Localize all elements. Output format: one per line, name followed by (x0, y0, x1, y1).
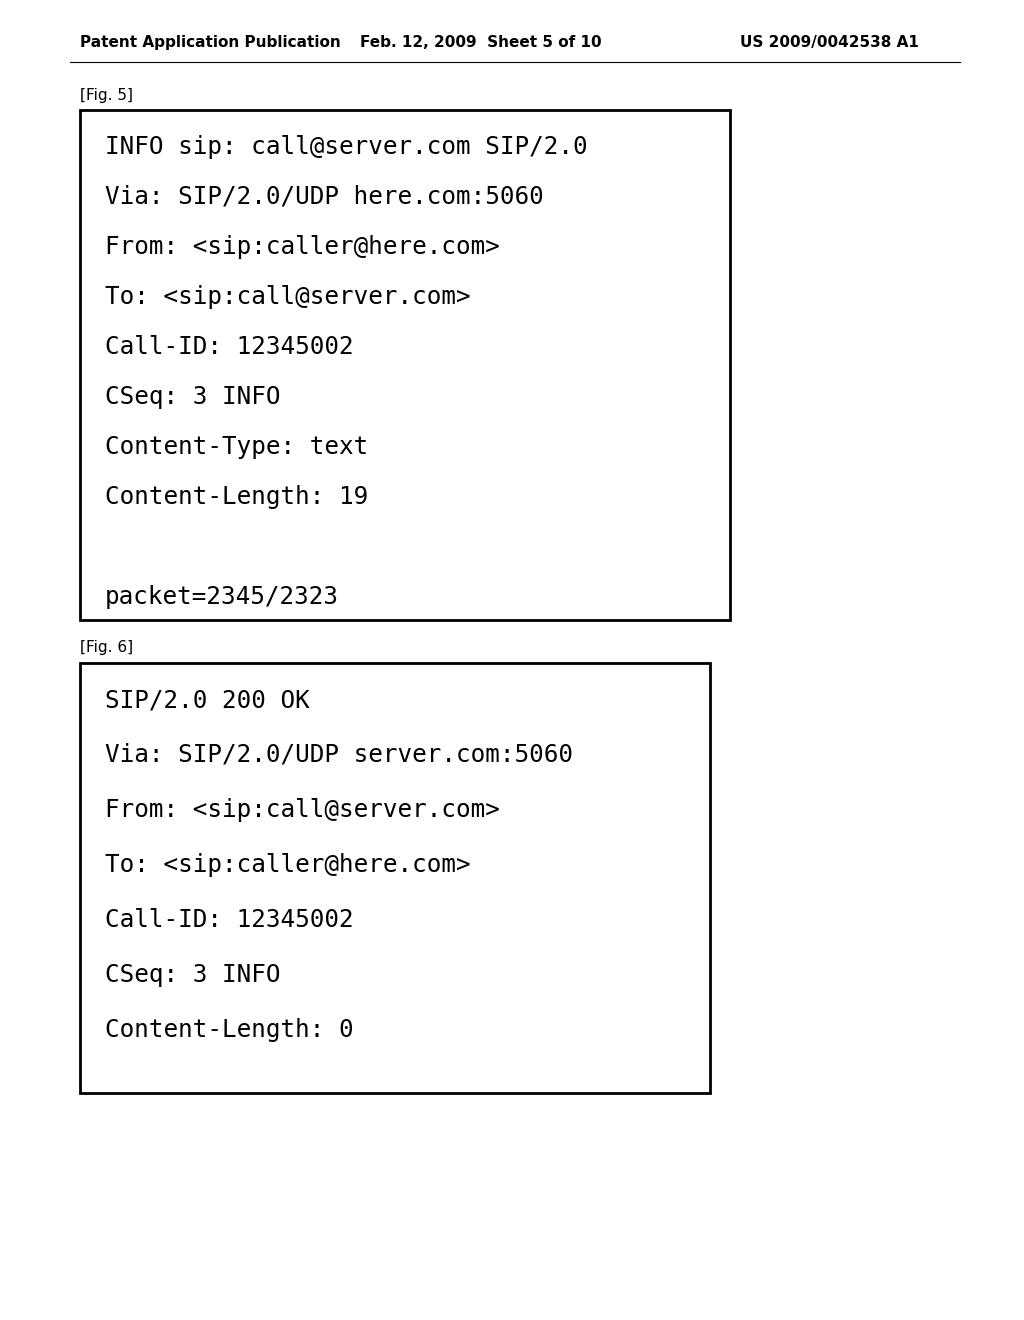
Text: Content-Type: text: Content-Type: text (105, 436, 369, 459)
Text: [Fig. 5]: [Fig. 5] (80, 88, 133, 103)
Text: INFO sip: call@server.com SIP/2.0: INFO sip: call@server.com SIP/2.0 (105, 135, 588, 158)
Text: Content-Length: 19: Content-Length: 19 (105, 484, 369, 510)
Text: Content-Length: 0: Content-Length: 0 (105, 1018, 353, 1041)
Text: From: <sip:call@server.com>: From: <sip:call@server.com> (105, 799, 500, 822)
Text: From: <sip:caller@here.com>: From: <sip:caller@here.com> (105, 235, 500, 259)
Text: To: <sip:caller@here.com>: To: <sip:caller@here.com> (105, 853, 471, 876)
Text: Via: SIP/2.0/UDP here.com:5060: Via: SIP/2.0/UDP here.com:5060 (105, 185, 544, 209)
Text: US 2009/0042538 A1: US 2009/0042538 A1 (740, 36, 919, 50)
Text: [Fig. 6]: [Fig. 6] (80, 640, 133, 655)
Text: Via: SIP/2.0/UDP server.com:5060: Via: SIP/2.0/UDP server.com:5060 (105, 743, 573, 767)
Text: Call-ID: 12345002: Call-ID: 12345002 (105, 335, 353, 359)
Text: Feb. 12, 2009  Sheet 5 of 10: Feb. 12, 2009 Sheet 5 of 10 (360, 36, 602, 50)
Text: Patent Application Publication: Patent Application Publication (80, 36, 341, 50)
Text: SIP/2.0 200 OK: SIP/2.0 200 OK (105, 688, 309, 711)
Text: packet=2345/2323: packet=2345/2323 (105, 585, 339, 609)
Text: To: <sip:call@server.com>: To: <sip:call@server.com> (105, 285, 471, 309)
Text: Call-ID: 12345002: Call-ID: 12345002 (105, 908, 353, 932)
Text: CSeq: 3 INFO: CSeq: 3 INFO (105, 385, 281, 409)
Bar (80, 663, 710, 1093)
Text: CSeq: 3 INFO: CSeq: 3 INFO (105, 964, 281, 987)
Bar (80, 110, 730, 620)
